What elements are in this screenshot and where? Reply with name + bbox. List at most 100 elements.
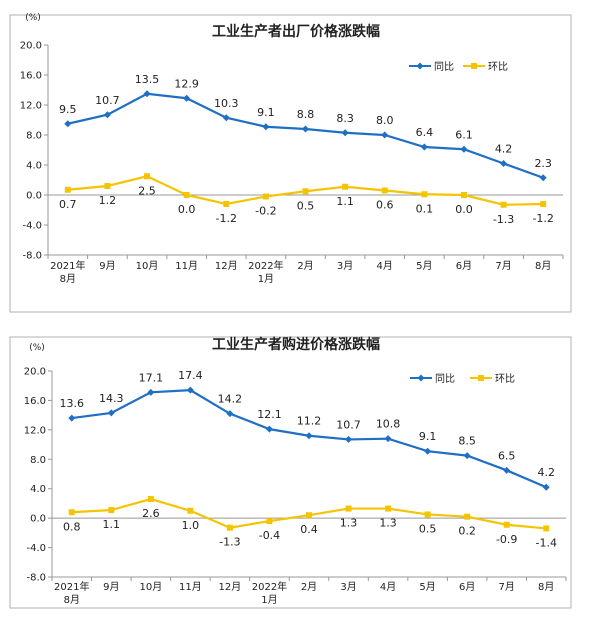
x-tick-label: 5月 <box>419 581 435 593</box>
data-point <box>306 512 312 519</box>
y-axis-unit: (%) <box>29 343 45 353</box>
data-point <box>424 447 432 455</box>
data-point <box>147 388 155 396</box>
data-label: 6.4 <box>416 126 434 139</box>
y-tick-label: 8.0 <box>26 131 42 142</box>
x-tick-label: 7月 <box>495 260 511 272</box>
data-point <box>341 129 349 137</box>
data-point <box>107 409 115 417</box>
x-tick-label: 10月 <box>136 260 159 272</box>
data-point <box>420 143 428 151</box>
y-tick-label: 4.0 <box>26 161 42 172</box>
x-tick-label: 2021年 <box>54 580 89 593</box>
data-label: 4.2 <box>495 143 513 156</box>
data-label: 9.1 <box>257 106 275 119</box>
data-label: 10.3 <box>214 97 239 110</box>
data-point <box>385 505 392 512</box>
data-label: 0.8 <box>63 520 81 533</box>
x-tick-label: 4月 <box>377 260 393 272</box>
data-point <box>302 125 309 133</box>
data-label: 1.3 <box>340 517 358 530</box>
data-point <box>424 511 431 518</box>
y-tick-label: -8.0 <box>26 573 46 584</box>
data-point <box>503 521 510 528</box>
data-point <box>265 425 273 433</box>
data-label: 12.1 <box>257 408 282 421</box>
x-tick-label: 6月 <box>456 260 472 272</box>
data-label: 1.3 <box>379 517 397 530</box>
data-label: 17.1 <box>139 371 164 384</box>
data-label: 0.0 <box>178 203 196 216</box>
data-label: -0.4 <box>259 529 280 542</box>
x-tick-label: 1月 <box>261 594 277 606</box>
data-label: -1.4 <box>535 536 556 549</box>
data-label: 13.6 <box>60 397 85 410</box>
legend-label: 同比 <box>435 373 455 385</box>
data-label: 8.8 <box>297 108 315 121</box>
x-tick-label: 1月 <box>258 273 274 285</box>
legend-label: 环比 <box>495 373 515 385</box>
data-label: 0.1 <box>416 202 434 215</box>
data-label: 1.1 <box>336 195 354 208</box>
y-tick-label: 16.0 <box>24 396 46 407</box>
x-tick-label: 2月 <box>297 260 313 272</box>
data-label: 14.2 <box>218 393 243 406</box>
data-label: 8.5 <box>458 435 476 448</box>
y-tick-label: 20.0 <box>20 41 42 52</box>
x-tick-label: 7月 <box>499 581 515 593</box>
x-tick-label: 8月 <box>64 594 80 606</box>
chart-frame <box>9 336 572 609</box>
data-label: 10.7 <box>336 418 361 431</box>
data-point <box>381 187 388 194</box>
data-label: 0.5 <box>297 199 315 212</box>
x-tick-label: 12月 <box>219 581 242 593</box>
data-point <box>266 518 273 525</box>
x-tick-label: 9月 <box>99 260 115 272</box>
data-label: -0.9 <box>496 533 517 546</box>
data-label: 6.5 <box>498 449 516 462</box>
y-tick-label: 0.0 <box>26 191 42 202</box>
y-tick-label: 12.0 <box>24 425 46 436</box>
x-tick-label: 2022年 <box>248 259 283 272</box>
legend-label: 同比 <box>434 61 454 73</box>
data-label: 9.1 <box>419 430 437 443</box>
data-label: 2.3 <box>534 157 552 170</box>
data-point <box>542 483 550 491</box>
data-point <box>222 114 230 122</box>
data-point <box>186 386 194 394</box>
data-point <box>460 192 467 198</box>
x-tick-label: 8月 <box>60 273 76 285</box>
data-label: 0.5 <box>419 522 437 535</box>
chart-title: 工业生产者购进价格涨跌幅 <box>212 336 380 353</box>
data-point <box>262 123 270 131</box>
data-label: -1.3 <box>219 536 240 549</box>
chart-2: 工业生产者购进价格涨跌幅 (%) 20.0 16.0 12.0 8.0 4.0 0.0 -4.0… <box>9 336 572 609</box>
data-point <box>68 414 76 422</box>
data-label: -1.3 <box>493 213 514 226</box>
x-tick-label: 4月 <box>380 581 396 593</box>
data-point <box>500 201 507 208</box>
x-tick-label: 9月 <box>103 581 119 593</box>
x-tick-label: 3月 <box>337 260 353 272</box>
y-tick-label: -4.0 <box>26 543 46 554</box>
data-point <box>460 145 468 153</box>
data-point <box>144 173 151 180</box>
data-point <box>302 188 309 195</box>
data-label: 6.1 <box>455 128 473 141</box>
data-label: 8.0 <box>376 114 394 127</box>
data-point <box>305 432 313 440</box>
data-label: 1.1 <box>103 518 121 531</box>
y-tick-label: -8.0 <box>22 251 42 262</box>
data-label: 14.3 <box>99 392 124 405</box>
data-point <box>500 160 508 167</box>
x-tick-label: 11月 <box>175 260 198 272</box>
data-label: 0.4 <box>300 523 318 536</box>
data-point <box>540 201 547 207</box>
x-tick-label: 2021年 <box>50 259 85 272</box>
x-tick-label: 11月 <box>179 581 202 593</box>
data-point <box>262 193 269 200</box>
data-point <box>464 513 471 520</box>
x-tick-label: 2月 <box>301 581 317 593</box>
data-point <box>103 111 111 119</box>
data-point <box>384 435 392 443</box>
